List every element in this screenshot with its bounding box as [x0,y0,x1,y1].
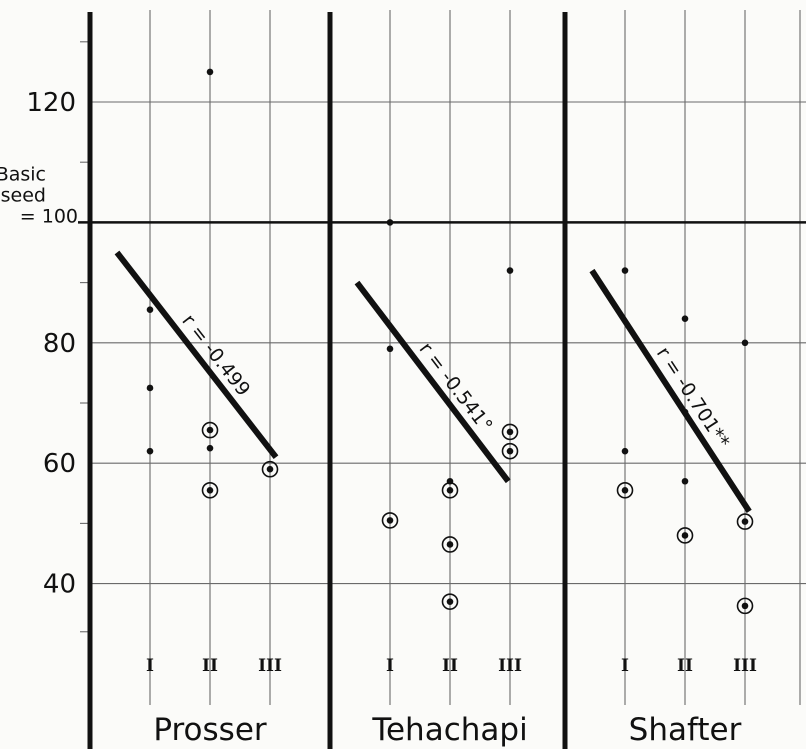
point-ring [441,593,459,610]
reference-label: Basic seed = 100 [0,163,78,227]
point-ring [441,536,459,553]
point-ring [501,423,519,441]
reference-label-line: = 100 [20,205,78,227]
category-label: II [202,656,218,676]
data-point [741,339,749,347]
y-tick-label: 80 [43,329,76,359]
data-point-circled [446,598,454,605]
data-point [386,345,394,353]
category-label: I [621,656,629,676]
category-label: I [386,656,394,676]
correlation-label: r = -0.499 [177,310,254,400]
data-point [146,306,154,313]
category-label: II [442,656,458,676]
data-point-circled [206,486,214,494]
data-point [146,384,154,392]
category-label: II [677,656,693,676]
category-label: I [146,656,154,676]
point-ring [381,512,399,529]
trend-line [354,280,511,484]
panel-name: Tehachapi [371,712,527,748]
point-ring [261,460,279,478]
data-point-circled [621,486,629,494]
point-ring [201,421,219,439]
panel-name: Prosser [153,712,267,748]
data-point-circled [206,426,214,434]
data-point [386,219,394,226]
data-point [681,477,689,485]
data-point-circled [506,428,514,436]
correlation-label: r = -0.541° [415,338,497,436]
point-ring [441,481,459,499]
point-ring [616,481,634,499]
data-point [681,408,689,416]
data-point-circled [741,602,749,610]
point-ring [201,481,219,499]
point-ring [736,513,754,530]
correlation-label: r = -0.701** [652,343,734,452]
data-point [621,447,629,455]
point-ring [676,527,694,544]
y-tick-label: 60 [43,449,76,479]
data-point [206,444,214,452]
data-point [146,447,154,455]
data-point [206,68,214,76]
data-point-circled [741,518,749,525]
panel-name: Shafter [629,712,742,748]
data-point-circled [446,541,454,548]
reference-label-line: Basic [0,163,46,185]
point-ring [736,597,754,615]
panel-dividers [87,12,568,749]
reference-line-group: Basic seed = 100 [0,163,806,227]
category-label: III [733,656,757,676]
data-point-circled [266,465,274,473]
reference-label-line: seed [1,184,46,206]
data-point-circled [681,532,689,539]
data-point [621,267,629,274]
category-label: III [258,656,282,676]
data-point-circled [386,517,394,524]
data-point [681,315,689,323]
y-tick-label: 120 [26,88,76,118]
data-point-circled [446,486,454,494]
trend-line [114,250,279,460]
grid [80,10,806,705]
y-tick-label: 40 [43,570,76,600]
point-ring [501,442,519,460]
y-axis: 40 60 80 120 [26,88,76,600]
category-label: III [498,656,522,676]
data-point [506,267,514,274]
data-point-circled [506,447,514,455]
trend-line [589,268,752,513]
